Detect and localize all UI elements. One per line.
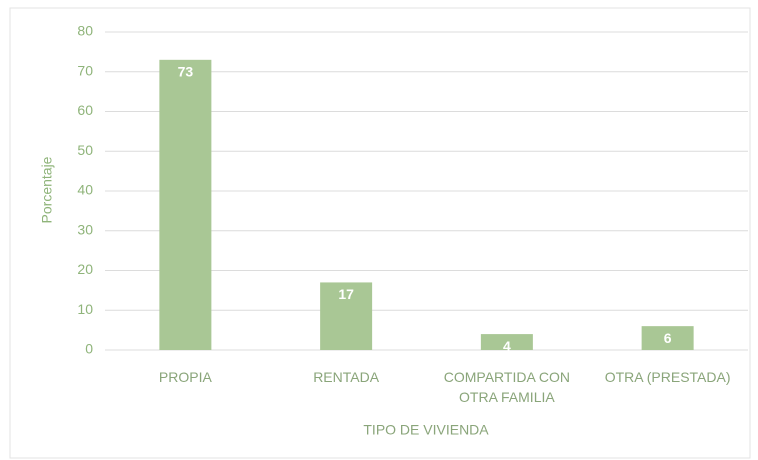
y-tick-label: 80 <box>77 23 93 39</box>
y-tick-label: 60 <box>77 102 93 118</box>
x-tick-label: OTRA (PRESTADA) <box>604 369 731 385</box>
bar <box>641 326 694 350</box>
data-label: 17 <box>338 286 354 302</box>
y-tick-label: 50 <box>77 142 93 158</box>
chart-frame <box>9 7 751 459</box>
data-label: 73 <box>178 64 194 80</box>
x-tick-label: RENTADA <box>313 369 380 385</box>
data-label: 4 <box>503 338 511 354</box>
x-tick-label: PROPIA <box>158 369 212 385</box>
y-tick-label: 20 <box>77 261 93 277</box>
y-tick-label: 70 <box>77 62 93 78</box>
y-tick-label: 10 <box>77 301 93 317</box>
bar <box>159 59 212 350</box>
bar <box>320 282 373 350</box>
y-axis-label: Porcentaje <box>39 156 55 223</box>
x-axis-label: TIPO DE VIVIENDA <box>363 422 489 438</box>
x-tick-label: COMPARTIDA CON OTRA FAMILIA <box>443 369 571 405</box>
y-tick-label: 0 <box>85 341 93 357</box>
y-tick-label: 30 <box>77 221 93 237</box>
y-tick-label: 40 <box>77 182 93 198</box>
bar <box>480 334 533 350</box>
data-label: 6 <box>664 330 672 346</box>
